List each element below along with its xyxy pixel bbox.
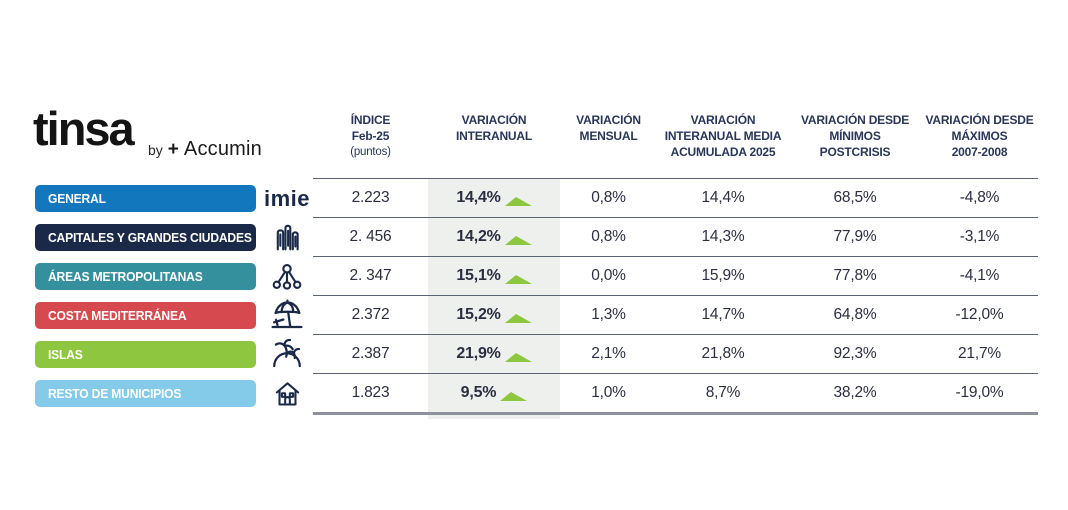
cell-indice: 2. 347 <box>349 267 392 284</box>
cell-indice: 1.823 <box>351 384 390 401</box>
table-row-costa-mediterranea: 2.372 15,2% 1,3% 14,7% 64,8% -12,0% <box>313 295 1038 334</box>
cell-media-2025: 14,7% <box>701 306 745 323</box>
row-label-text: GENERAL <box>48 191 106 206</box>
tinsa-logo: tinsa <box>33 102 135 155</box>
col-header-desde-minimos: VARIACIÓN DESDE MÍNIMOS POSTCRISIS <box>800 113 910 159</box>
cell-desde-minimos: 92,3% <box>833 345 877 362</box>
beach-umbrella-icon <box>261 296 313 334</box>
buildings-icon <box>261 219 313 256</box>
row-label-resto-municipios: RESTO DE MUNICIPIOS <box>35 380 256 407</box>
cell-interanual: 21,9% <box>428 335 560 373</box>
table-bottom-border <box>313 412 1038 415</box>
cell-mensual: 1,3% <box>591 306 626 323</box>
cell-mensual: 0,0% <box>591 267 626 284</box>
cell-media-2025: 14,3% <box>701 228 745 245</box>
cell-media-2025: 15,9% <box>701 267 745 284</box>
cell-desde-minimos: 38,2% <box>833 384 877 401</box>
cell-interanual: 9,5% <box>428 374 560 412</box>
table-row-resto-municipios: 1.823 9,5% 1,0% 8,7% 38,2% -19,0% <box>313 373 1038 412</box>
cell-interanual: 15,1% <box>428 257 560 295</box>
table-row-capitales: 2. 456 14,2% 0,8% 14,3% 77,9% -3,1% <box>313 217 1038 256</box>
col-header-variacion-mensual: VARIACIÓN MENSUAL <box>576 113 641 143</box>
palm-island-icon <box>261 335 313 373</box>
imie-logo: imie <box>263 186 311 211</box>
cell-desde-minimos: 77,8% <box>833 267 877 284</box>
cell-desde-maximos: 21,7% <box>958 345 1001 362</box>
cell-media-2025: 8,7% <box>705 384 741 401</box>
table-row-general: 2.223 14,4% 0,8% 14,4% 68,5% -4,8% <box>313 178 1038 217</box>
trend-up-icon <box>504 353 532 362</box>
cell-desde-minimos: 77,9% <box>833 228 877 245</box>
cell-desde-maximos: -19,0% <box>955 384 1004 401</box>
cell-desde-minimos: 68,5% <box>833 189 877 206</box>
accumin-logo: by + Accumin <box>148 138 262 161</box>
row-label-areas-metropolitanas: ÁREAS METROPOLITANAS <box>35 263 256 290</box>
table-header: ÍNDICE Feb-25 (puntos) VARIACIÓN INTERAN… <box>313 105 1038 178</box>
cell-indice: 2.372 <box>351 306 390 323</box>
cell-mensual: 0,8% <box>591 228 626 245</box>
table-body: 2.223 14,4% 0,8% 14,4% 68,5% -4,8% 2. 45… <box>313 178 1038 412</box>
cell-interanual: 14,4% <box>428 179 560 217</box>
cell-interanual: 14,2% <box>428 218 560 256</box>
interanual-column-highlight <box>428 178 560 419</box>
row-label-islas: ISLAS <box>35 341 256 368</box>
cell-desde-maximos: -3,1% <box>959 228 1000 245</box>
data-table: ÍNDICE Feb-25 (puntos) VARIACIÓN INTERAN… <box>313 105 1038 419</box>
row-label-costa-mediterranea: COSTA MEDITERRÁNEA <box>35 302 256 329</box>
cell-indice: 2.387 <box>351 345 390 362</box>
row-label-general: GENERAL <box>35 185 256 212</box>
cell-mensual: 1,0% <box>591 384 626 401</box>
cell-desde-maximos: -4,1% <box>959 267 1000 284</box>
house-icon <box>261 375 313 412</box>
table-row-islas: 2.387 21,9% 2,1% 21,8% 92,3% 21,7% <box>313 334 1038 373</box>
cell-interanual: 15,2% <box>428 296 560 334</box>
table-row-areas-metropolitanas: 2. 347 15,1% 0,0% 15,9% 77,8% -4,1% <box>313 256 1038 295</box>
cell-media-2025: 14,4% <box>701 189 745 206</box>
row-label-text: ÁREAS METROPOLITANAS <box>48 269 203 284</box>
cell-indice: 2. 456 <box>349 228 392 245</box>
cell-mensual: 0,8% <box>591 189 626 206</box>
row-label-text: ISLAS <box>48 347 83 362</box>
accumin-plus-icon: + <box>167 139 179 160</box>
cell-mensual: 2,1% <box>591 345 626 362</box>
row-label-text: COSTA MEDITERRÁNEA <box>48 308 187 323</box>
cell-desde-maximos: -12,0% <box>955 306 1004 323</box>
trend-up-icon <box>504 197 532 206</box>
by-label: by <box>148 142 163 158</box>
cell-desde-minimos: 64,8% <box>833 306 877 323</box>
row-label-capitales: CAPITALES Y GRANDES CIUDADES <box>35 224 256 251</box>
col-header-variacion-interanual: VARIACIÓN INTERANUAL <box>456 113 532 143</box>
network-icon <box>261 258 313 295</box>
accumin-label: Accumin <box>183 138 262 160</box>
cell-media-2025: 21,8% <box>701 345 745 362</box>
col-header-variacion-media-acumulada: VARIACIÓN INTERANUAL MEDIA ACUMULADA 202… <box>664 113 782 159</box>
cell-desde-maximos: -4,8% <box>959 189 1000 206</box>
trend-up-icon <box>504 314 532 323</box>
cell-indice: 2.223 <box>351 189 390 206</box>
row-label-text: CAPITALES Y GRANDES CIUDADES <box>48 230 252 245</box>
col-header-desde-maximos: VARIACIÓN DESDE MÁXIMOS 2007-2008 <box>925 113 1034 159</box>
trend-up-icon <box>500 392 528 401</box>
trend-up-icon <box>504 236 532 245</box>
row-label-text: RESTO DE MUNICIPIOS <box>48 386 182 401</box>
col-header-indice: ÍNDICE Feb-25 (puntos) <box>350 113 391 158</box>
trend-up-icon <box>504 275 532 284</box>
